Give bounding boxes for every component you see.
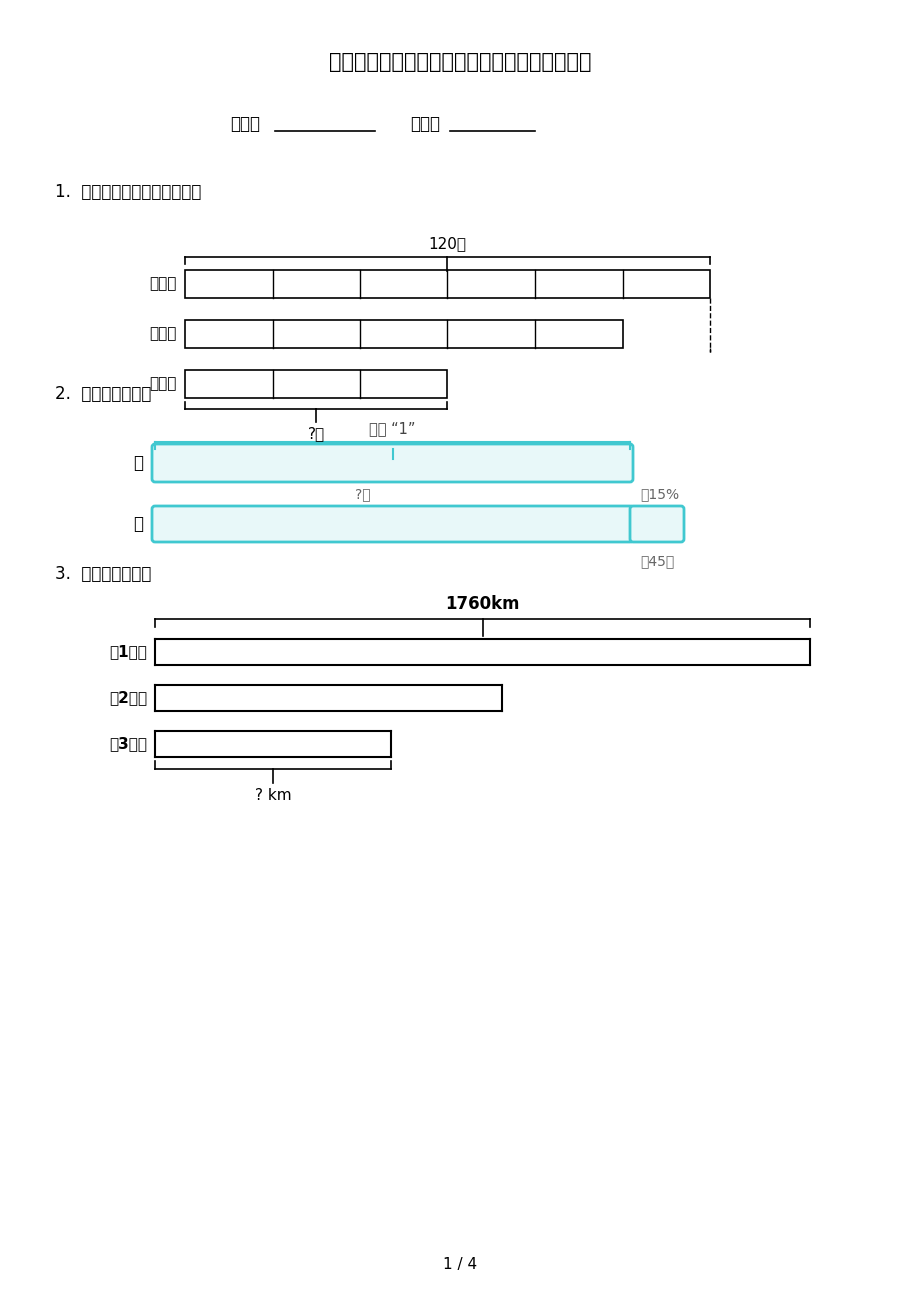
Text: 甲: 甲 — [133, 454, 142, 473]
Text: 1.  看图列式计算，不写答句。: 1. 看图列式计算，不写答句。 — [55, 184, 201, 201]
Text: ?吨: ?吨 — [355, 487, 370, 501]
Text: 单位 “1”: 单位 “1” — [369, 422, 415, 436]
Text: 沪教版六年级下册数学看图列方程教学知识练习: 沪教版六年级下册数学看图列方程教学知识练习 — [328, 52, 591, 72]
Text: 120个: 120个 — [428, 237, 466, 251]
Text: 羽毛球: 羽毛球 — [150, 327, 176, 341]
Text: 1 / 4: 1 / 4 — [442, 1256, 477, 1272]
FancyBboxPatch shape — [152, 444, 632, 482]
Text: ?个: ?个 — [307, 427, 324, 441]
Text: 姓名：: 姓名： — [410, 115, 439, 133]
Bar — [185, 320, 622, 348]
Text: 垒　球: 垒 球 — [150, 376, 176, 392]
Text: 乒乓球: 乒乓球 — [150, 276, 176, 292]
Text: 多45吨: 多45吨 — [640, 553, 674, 568]
Text: 班级：: 班级： — [230, 115, 260, 133]
Bar — [185, 370, 447, 398]
Text: 2.  看图列式计算。: 2. 看图列式计算。 — [55, 385, 152, 404]
Text: 3.  看图列式计算。: 3. 看图列式计算。 — [55, 565, 152, 583]
Text: ? km: ? km — [255, 789, 291, 803]
FancyBboxPatch shape — [152, 506, 632, 542]
Text: 第1天：: 第1天： — [109, 644, 147, 660]
FancyBboxPatch shape — [630, 506, 683, 542]
Text: 多15%: 多15% — [640, 487, 678, 501]
Bar — [185, 270, 709, 298]
Text: 第3天：: 第3天： — [108, 737, 147, 751]
Text: 乙: 乙 — [133, 516, 142, 533]
Text: 第2天：: 第2天： — [108, 690, 147, 706]
Text: 1760km: 1760km — [445, 595, 519, 613]
